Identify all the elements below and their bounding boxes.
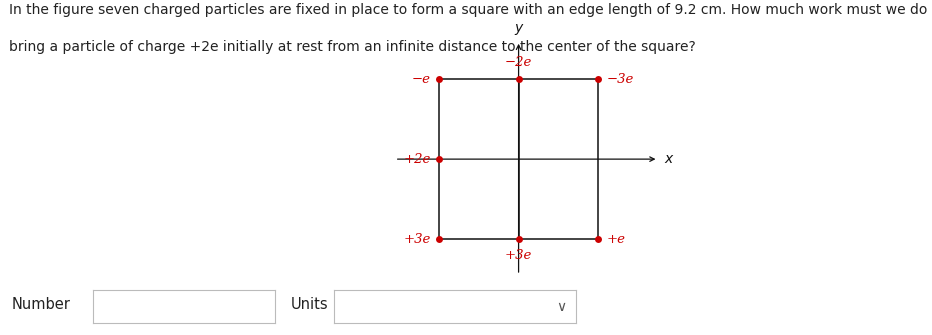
Text: −2e: −2e	[505, 56, 532, 69]
Text: x: x	[665, 152, 673, 166]
Text: −3e: −3e	[607, 73, 634, 86]
Text: y: y	[514, 21, 523, 35]
Text: In the figure seven charged particles are fixed in place to form a square with a: In the figure seven charged particles ar…	[9, 3, 932, 17]
Text: +2e: +2e	[404, 153, 431, 165]
Text: ∨: ∨	[556, 299, 567, 314]
Text: Units: Units	[291, 297, 328, 312]
Text: bring a particle of charge +2e initially at rest from an infinite distance to th: bring a particle of charge +2e initially…	[9, 40, 696, 54]
Text: Number: Number	[11, 297, 70, 312]
Text: +3e: +3e	[505, 249, 532, 262]
Text: −e: −e	[412, 73, 431, 86]
Text: +e: +e	[607, 232, 625, 246]
Text: i: i	[83, 300, 87, 313]
Text: +3e: +3e	[404, 232, 431, 246]
